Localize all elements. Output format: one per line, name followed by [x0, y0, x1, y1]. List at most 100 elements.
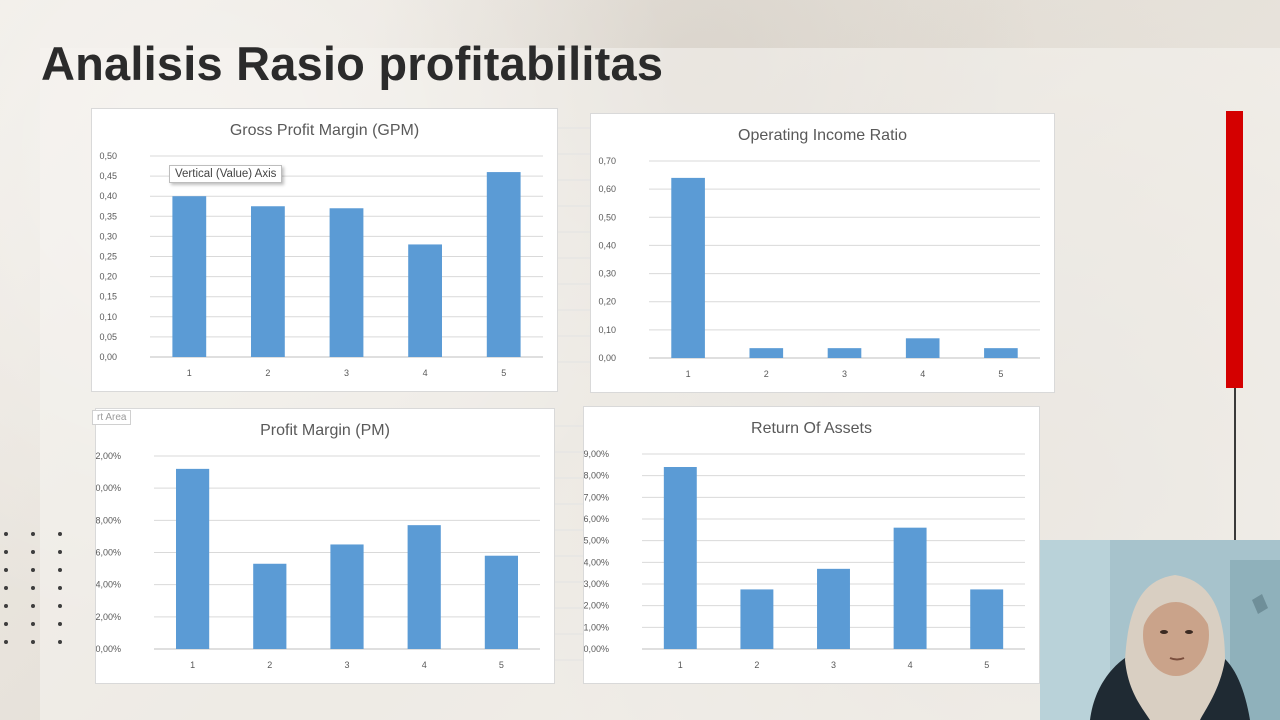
decor-dot	[31, 622, 35, 626]
chart-operating-income[interactable]: Operating Income Ratio 0,00 0,10 0,20 0,30 0…	[590, 113, 1055, 393]
bar	[749, 348, 784, 358]
decor-dot	[58, 550, 62, 554]
y-tick-label: 8,00%	[584, 471, 609, 481]
y-tick-label: 0,20	[598, 297, 616, 307]
y-tick-label: 0,30	[99, 231, 117, 241]
bar	[827, 348, 862, 358]
x-tick-label: 5	[984, 660, 989, 670]
bar	[486, 172, 521, 357]
y-tick-label: 2,00%	[96, 612, 121, 622]
chart-profit-margin[interactable]: Profit Margin (PM) 0,00% 2,00% 4,00% 6,00% 8…	[95, 408, 555, 684]
y-tick-label: 0,50	[99, 151, 117, 161]
y-tick-label: 7,00%	[584, 492, 609, 502]
decor-dot	[31, 568, 35, 572]
bar	[817, 568, 850, 649]
y-tick-label: 0,05	[99, 332, 117, 342]
slide-title: Analisis Rasio profitabilitas	[41, 37, 664, 90]
y-tick-label: 0,10	[99, 312, 117, 322]
bar	[671, 177, 705, 358]
bar	[893, 527, 927, 649]
accent-line	[1234, 388, 1236, 540]
y-tick-label: 0,70	[598, 156, 616, 166]
x-tick-label: 3	[344, 368, 349, 378]
bar	[407, 525, 441, 649]
chart-operating-income-svg: Operating Income Ratio 0,00 0,10 0,20 0,30 0…	[598, 127, 1040, 379]
y-tick-label: 0,25	[99, 252, 117, 262]
dot-grid-decoration	[4, 532, 66, 650]
decor-dot	[4, 550, 8, 554]
x-tick-label: 4	[920, 369, 925, 379]
x-tick-label: 2	[764, 369, 769, 379]
x-tick-label: 5	[998, 369, 1003, 379]
y-tick-label: 0,60	[598, 184, 616, 194]
x-tick-label: 3	[344, 660, 349, 670]
x-tick-label: 2	[267, 660, 272, 670]
chart-gpm-svg: Gross Profit Margin (GPM) 0,00 0,05 0,10 0,…	[99, 122, 543, 378]
y-tick-label: 0,45	[99, 171, 117, 181]
chart-return-of-assets[interactable]: Return Of Assets 0,00% 1,00% 2,00% 3,00% 4,0…	[583, 406, 1040, 684]
sheet-grid-strip-2	[551, 425, 587, 661]
y-tick-label: 0,15	[99, 292, 117, 302]
decor-dot	[31, 550, 35, 554]
chart-title: Gross Profit Margin (GPM)	[230, 122, 419, 139]
y-tick-label: 0,50	[598, 212, 616, 222]
decor-dot	[4, 604, 8, 608]
y-tick-label: 0,20	[99, 272, 117, 282]
decor-dot	[58, 586, 62, 590]
x-tick-label: 4	[908, 660, 913, 670]
decor-dot	[4, 640, 8, 644]
decor-dot	[58, 640, 62, 644]
x-tick-label: 1	[686, 369, 691, 379]
decor-dot	[31, 586, 35, 590]
x-tick-label: 1	[190, 660, 195, 670]
decor-dot	[4, 568, 8, 572]
bar	[740, 589, 774, 649]
y-tick-label: 0,00%	[584, 644, 609, 654]
chart-title: Operating Income Ratio	[738, 127, 907, 144]
bar	[984, 348, 1018, 358]
y-tick-label: 10,00%	[96, 483, 121, 493]
axis-tooltip: Vertical (Value) Axis	[169, 165, 283, 183]
y-tick-label: 0,40	[99, 191, 117, 201]
chart-title: Return Of Assets	[751, 420, 872, 437]
x-tick-label: 2	[265, 368, 270, 378]
bar	[663, 467, 697, 649]
y-tick-label: 3,00%	[584, 579, 609, 589]
decor-dot	[4, 532, 8, 536]
y-tick-label: 0,10	[598, 325, 616, 335]
decor-dot	[4, 586, 8, 590]
presenter-figure	[1040, 540, 1280, 720]
chart-gpm[interactable]: Gross Profit Margin (GPM) 0,00 0,05 0,10 0,…	[91, 108, 558, 392]
chart-profit-margin-svg: Profit Margin (PM) 0,00% 2,00% 4,00% 6,00% 8…	[96, 422, 540, 670]
y-tick-label: 0,30	[598, 269, 616, 279]
x-tick-label: 1	[678, 660, 683, 670]
bar	[251, 206, 285, 357]
bar	[172, 196, 207, 357]
decor-dot	[58, 604, 62, 608]
y-tick-label: 2,00%	[584, 601, 609, 611]
x-tick-label: 1	[187, 368, 192, 378]
bar	[484, 555, 518, 649]
bar	[329, 208, 364, 357]
bar	[970, 589, 1004, 649]
y-tick-label: 4,00%	[96, 580, 121, 590]
bar	[408, 244, 442, 357]
x-tick-label: 4	[422, 660, 427, 670]
webcam-video	[1040, 540, 1280, 720]
y-tick-label: 8,00%	[96, 515, 121, 525]
chart-area-tooltip: rt Area	[92, 410, 132, 425]
x-tick-label: 4	[423, 368, 428, 378]
decor-dot	[58, 622, 62, 626]
bar	[905, 338, 940, 358]
sheet-grid-strip	[553, 127, 593, 363]
decor-dot	[31, 640, 35, 644]
x-tick-label: 3	[842, 369, 847, 379]
bar	[330, 544, 364, 649]
x-tick-label: 3	[831, 660, 836, 670]
chart-return-of-assets-svg: Return Of Assets 0,00% 1,00% 2,00% 3,00% 4,0…	[584, 420, 1025, 670]
y-tick-label: 9,00%	[584, 449, 609, 459]
x-tick-label: 5	[499, 660, 504, 670]
y-tick-label: 0,00	[598, 353, 616, 363]
accent-red-bar	[1226, 111, 1243, 388]
x-tick-label: 2	[754, 660, 759, 670]
